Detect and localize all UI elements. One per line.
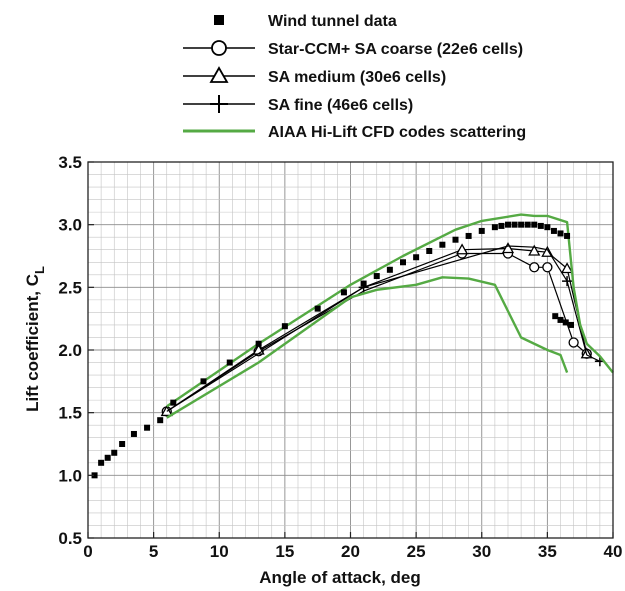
chart-series bbox=[91, 213, 614, 479]
triangle-marker bbox=[501, 242, 515, 254]
plus-marker bbox=[562, 276, 573, 287]
data-point bbox=[505, 221, 511, 228]
triangle-marker bbox=[528, 244, 541, 256]
data-point bbox=[557, 316, 564, 323]
legend-circle-marker bbox=[211, 40, 227, 56]
legend-label: SA medium (30e6 cells) bbox=[268, 69, 446, 86]
y-tick-label: 0.5 bbox=[58, 529, 82, 548]
x-tick-label: 35 bbox=[538, 542, 557, 561]
data-point bbox=[465, 232, 472, 239]
series-wind-tunnel-data bbox=[91, 221, 571, 479]
series-wind-tunnel-data bbox=[552, 313, 574, 328]
legend-item-star-ccm-sa-coarse-22e6-cells: Star-CCM+ SA coarse (22e6 cells) bbox=[183, 40, 523, 58]
triangle-marker bbox=[455, 243, 469, 255]
data-point bbox=[170, 399, 177, 406]
legend-triangle-marker bbox=[209, 66, 229, 83]
x-axis-title: Angle of attack, deg bbox=[259, 568, 421, 587]
legend-item-aiaa-hi-lift-cfd-codes-scattering: AIAA Hi-Lift CFD codes scattering bbox=[183, 124, 526, 141]
data-point bbox=[518, 221, 525, 228]
series-aiaa-hi-lift-cfd-codes-scattering bbox=[166, 276, 569, 419]
x-tick-label: 0 bbox=[83, 542, 92, 561]
data-point bbox=[157, 417, 164, 424]
legend-label: SA fine (46e6 cells) bbox=[268, 97, 413, 114]
y-tick-label: 1.0 bbox=[58, 466, 82, 485]
data-point bbox=[452, 236, 459, 243]
circle-marker bbox=[529, 262, 540, 273]
x-tick-label: 10 bbox=[210, 542, 229, 561]
y-tick-label: 1.5 bbox=[58, 404, 82, 423]
data-point bbox=[562, 319, 569, 326]
data-point bbox=[255, 340, 262, 347]
chart-axes bbox=[87, 161, 614, 539]
data-point bbox=[439, 241, 446, 248]
legend-label: Wind tunnel data bbox=[268, 13, 397, 30]
legend-item-sa-fine-46e6-cells: SA fine (46e6 cells) bbox=[183, 95, 413, 114]
y-tick-label: 3.5 bbox=[58, 153, 82, 172]
x-tick-label: 5 bbox=[149, 542, 158, 561]
x-tick-label: 25 bbox=[407, 542, 426, 561]
chart-grid bbox=[87, 161, 614, 539]
data-point bbox=[498, 222, 505, 229]
x-tick-label: 15 bbox=[275, 542, 294, 561]
data-point bbox=[400, 259, 406, 266]
y-axis-title: Lift coefficient, CL bbox=[23, 266, 47, 412]
data-point bbox=[200, 378, 207, 385]
data-point bbox=[340, 289, 347, 296]
data-point bbox=[550, 227, 557, 234]
data-point bbox=[491, 224, 498, 231]
data-point bbox=[314, 305, 321, 312]
data-point bbox=[524, 221, 531, 228]
data-point bbox=[130, 430, 137, 437]
data-point bbox=[281, 323, 288, 330]
x-tick-label: 20 bbox=[341, 542, 360, 561]
y-tick-label: 2.5 bbox=[58, 278, 82, 297]
legend-label: Star-CCM+ SA coarse (22e6 cells) bbox=[268, 41, 523, 58]
data-point bbox=[373, 273, 380, 280]
data-point bbox=[104, 454, 111, 461]
legend-square-marker bbox=[214, 15, 224, 25]
y-axis-title-main: Lift coefficient, C bbox=[23, 274, 42, 412]
data-point bbox=[98, 459, 105, 466]
data-point bbox=[144, 424, 151, 431]
data-point bbox=[531, 221, 538, 228]
data-point bbox=[564, 232, 571, 239]
legend-plus-marker bbox=[210, 95, 228, 113]
data-point bbox=[568, 321, 574, 328]
data-point bbox=[478, 227, 485, 234]
y-axis-title-subscript: L bbox=[32, 266, 47, 274]
series-line bbox=[166, 276, 569, 419]
circle-marker bbox=[542, 262, 553, 273]
data-point bbox=[413, 254, 420, 261]
circle-marker bbox=[568, 337, 579, 348]
data-point bbox=[386, 266, 393, 273]
legend-label: AIAA Hi-Lift CFD codes scattering bbox=[268, 124, 526, 141]
x-tick-label: 30 bbox=[472, 542, 491, 561]
series-line bbox=[166, 245, 601, 412]
chart-tick-labels: 0 5 10 15 20 25 30 35 40 0.5 1.0 1.5 2.0 2.5 3.0 3.5 bbox=[58, 153, 622, 561]
y-tick-label: 2.0 bbox=[58, 341, 82, 360]
data-point bbox=[426, 247, 433, 254]
series-aiaa-hi-lift-cfd-codes-scattering bbox=[166, 213, 614, 408]
data-point bbox=[111, 449, 118, 456]
legend-item-wind-tunnel-data: Wind tunnel data bbox=[214, 13, 397, 30]
legend-item-sa-medium-30e6-cells: SA medium (30e6 cells) bbox=[183, 66, 446, 86]
triangle-marker bbox=[560, 262, 574, 274]
data-point bbox=[552, 313, 559, 320]
data-point bbox=[557, 230, 564, 237]
data-point bbox=[544, 224, 551, 231]
series-line bbox=[166, 213, 614, 408]
data-point bbox=[226, 359, 233, 366]
chart-legend: Wind tunnel data Star-CCM+ SA coarse (22e… bbox=[183, 13, 526, 141]
x-tick-label: 40 bbox=[604, 542, 623, 561]
data-point bbox=[91, 472, 98, 479]
data-point bbox=[537, 222, 544, 229]
data-point bbox=[360, 280, 367, 287]
y-tick-label: 3.0 bbox=[58, 216, 82, 235]
data-point bbox=[119, 441, 126, 447]
data-point bbox=[511, 221, 518, 228]
